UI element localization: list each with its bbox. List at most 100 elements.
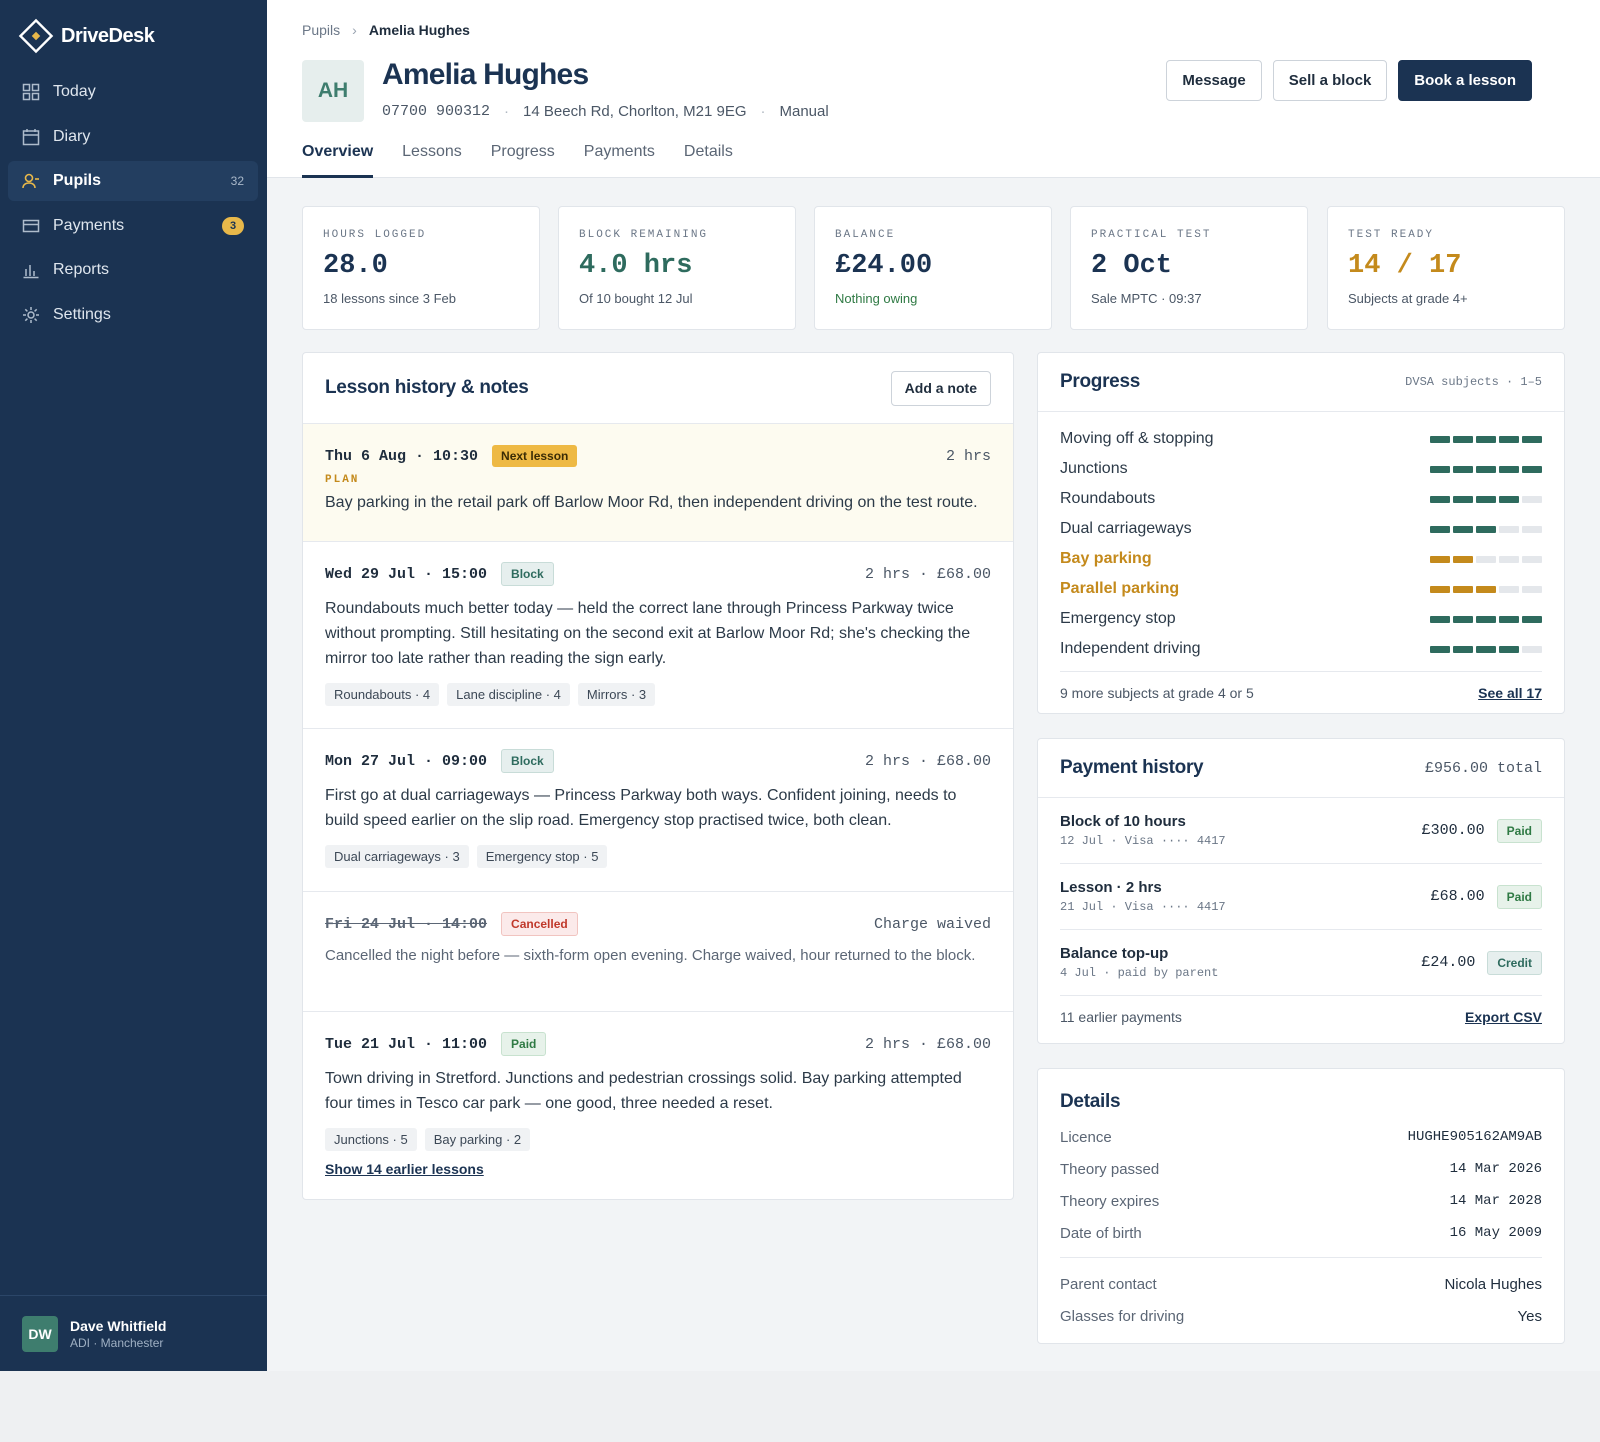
lesson-plan-text: Bay parking in the retail park off Barlo… [325, 494, 978, 511]
more-subjects-note: 9 more subjects at grade 4 or 5 [1060, 684, 1254, 701]
grade-meter [1430, 525, 1542, 533]
sidebar-item-pupils[interactable]: Pupils 32 [8, 161, 258, 201]
skill-tag: Junctions · 5 [325, 1128, 417, 1151]
export-csv-link[interactable]: Export CSV [1464, 1009, 1542, 1025]
subject-name: Roundabouts [1060, 490, 1156, 507]
subject-list: Moving off & stopping Junctions Roundabout… [1038, 412, 1564, 664]
subject-row[interactable]: Independent driving [1038, 634, 1564, 664]
detail-row-theory-passed: Theory passed 14 Mar 2026 [1060, 1153, 1542, 1185]
grade-segment [1453, 435, 1473, 443]
detail-label: Parent contact [1060, 1275, 1157, 1293]
grade-segment [1522, 435, 1542, 443]
status-badge: Block [501, 562, 554, 586]
sidebar-item-today[interactable]: Today [8, 72, 258, 112]
sidebar-item-reports[interactable]: Reports [8, 250, 258, 290]
lesson-date: Thu 6 Aug · 10:30 [325, 447, 479, 465]
subject-row[interactable]: Junctions [1038, 454, 1564, 484]
lesson-note: Town driving in Stretford. Junctions and… [325, 1070, 962, 1112]
breadcrumb: Pupils › Amelia Hughes [302, 22, 470, 38]
payment-title: Lesson · 2 hrs [1060, 879, 1162, 896]
separator-dot: · [504, 103, 510, 120]
sidebar: DriveDesk Today Diary Pupils 32 Payments… [0, 0, 267, 1371]
charge-status: Charge waived [873, 915, 991, 933]
subject-name: Emergency stop [1060, 610, 1176, 627]
sell-block-button[interactable]: Sell a block [1272, 60, 1388, 101]
tab-details[interactable]: Details [683, 143, 733, 160]
payment-row[interactable]: Lesson · 2 hrs 21 Jul · Visa ···· 4417 £6… [1060, 864, 1542, 930]
app-logo[interactable]: DriveDesk [17, 17, 155, 55]
detail-row-licence: Licence HUGHE905162AM9AB [1060, 1121, 1542, 1153]
subject-row[interactable]: Emergency stop [1038, 604, 1564, 634]
grade-meter [1430, 645, 1542, 653]
payment-amount: £300.00 [1421, 822, 1485, 839]
sidebar-item-label: Payments [53, 216, 125, 234]
sidebar-item-payments[interactable]: Payments 3 [8, 206, 258, 246]
stat-sub: Sale MPTC · 09:37 [1091, 291, 1202, 306]
sidebar-item-diary[interactable]: Diary [8, 117, 258, 157]
grade-segment [1430, 615, 1450, 623]
stat-value: £24.00 [835, 251, 933, 281]
tab-bar: Overview Lessons Progress Payments Detai… [302, 138, 733, 178]
lesson-entry[interactable]: Wed 29 Jul · 15:00 Block 2 hrs · £68.00 … [303, 542, 1013, 729]
lesson-entry[interactable]: Tue 21 Jul · 11:00 Paid 2 hrs · £68.00 T… [303, 1012, 1013, 1178]
tab-lessons[interactable]: Lessons [402, 143, 462, 160]
subject-row[interactable]: Parallel parking [1038, 574, 1564, 604]
user-profile[interactable]: DW Dave Whitfield ADI · Manchester [0, 1295, 267, 1371]
stat-label: BALANCE [835, 229, 896, 241]
pupil-header: Pupils › Amelia Hughes AH Amelia Hughes … [267, 0, 1600, 178]
stat-sub: Subjects at grade 4+ [1348, 291, 1468, 306]
grade-segment [1453, 495, 1473, 503]
grade-segment [1430, 465, 1450, 473]
subject-row[interactable]: Bay parking [1038, 544, 1564, 574]
stat-sub: 18 lessons since 3 Feb [323, 291, 456, 306]
bar-chart-icon [22, 261, 40, 279]
lesson-date: Tue 21 Jul · 11:00 [325, 1035, 488, 1053]
plan-label: PLAN [325, 474, 360, 486]
subject-row[interactable]: Roundabouts [1038, 484, 1564, 514]
subject-row[interactable]: Dual carriageways [1038, 514, 1564, 544]
grade-meter [1430, 555, 1542, 563]
grade-segment [1522, 645, 1542, 653]
card-footer: 11 earlier payments Export CSV [1060, 996, 1542, 1038]
payment-sub: 21 Jul · Visa ···· 4417 [1060, 900, 1226, 914]
status-badge: Paid [1496, 884, 1542, 909]
grade-segment [1430, 495, 1450, 503]
payment-row[interactable]: Block of 10 hours 12 Jul · Visa ···· 4417… [1060, 798, 1542, 864]
status-badge: Block [501, 749, 554, 773]
card-header: Progress DVSA subjects · 1–5 [1038, 353, 1564, 412]
stat-sub: Of 10 bought 12 Jul [579, 291, 693, 306]
payments-badge: 3 [222, 216, 244, 235]
grade-segment [1430, 585, 1450, 593]
grade-segment [1476, 435, 1496, 443]
lesson-entry-cancelled[interactable]: Fri 24 Jul · 14:00 Cancelled Charge waiv… [303, 892, 1013, 1012]
lesson-duration-price: 2 hrs · £68.00 [864, 565, 991, 583]
grade-segment [1499, 555, 1519, 563]
pupil-transmission: Manual [779, 103, 829, 120]
payment-row[interactable]: Balance top-up 4 Jul · paid by parent £24… [1060, 930, 1542, 996]
show-earlier-lessons-link[interactable]: Show 14 earlier lessons [325, 1161, 484, 1177]
book-lesson-button[interactable]: Book a lesson [1398, 60, 1532, 101]
lesson-entry[interactable]: Mon 27 Jul · 09:00 Block 2 hrs · £68.00 … [303, 729, 1013, 892]
grade-segment [1430, 435, 1450, 443]
message-button[interactable]: Message [1166, 60, 1262, 101]
tab-overview[interactable]: Overview [302, 138, 374, 178]
breadcrumb-pupils[interactable]: Pupils [302, 22, 341, 38]
sidebar-item-settings[interactable]: Settings [8, 295, 258, 335]
grade-segment [1476, 495, 1496, 503]
calendar-icon [22, 128, 40, 146]
add-note-button[interactable]: Add a note [890, 370, 991, 406]
detail-value: Nicola Hughes [1444, 1275, 1542, 1293]
grade-meter [1430, 495, 1542, 503]
payment-title: Block of 10 hours [1060, 813, 1186, 830]
detail-label: Theory passed [1060, 1160, 1160, 1178]
tab-payments[interactable]: Payments [583, 143, 655, 160]
lesson-entry-next[interactable]: Thu 6 Aug · 10:30 Next lesson 2 hrs PLAN… [303, 424, 1013, 542]
stat-value: 14 / 17 [1348, 251, 1462, 281]
progress-card: Progress DVSA subjects · 1–5 Moving off … [1037, 352, 1565, 714]
card-title: Details [1060, 1091, 1121, 1112]
detail-value: 14 Mar 2028 [1449, 1193, 1542, 1209]
tab-progress[interactable]: Progress [490, 143, 555, 160]
grade-segment [1499, 435, 1519, 443]
see-all-link[interactable]: See all 17 [1478, 684, 1542, 701]
subject-row[interactable]: Moving off & stopping [1038, 424, 1564, 454]
